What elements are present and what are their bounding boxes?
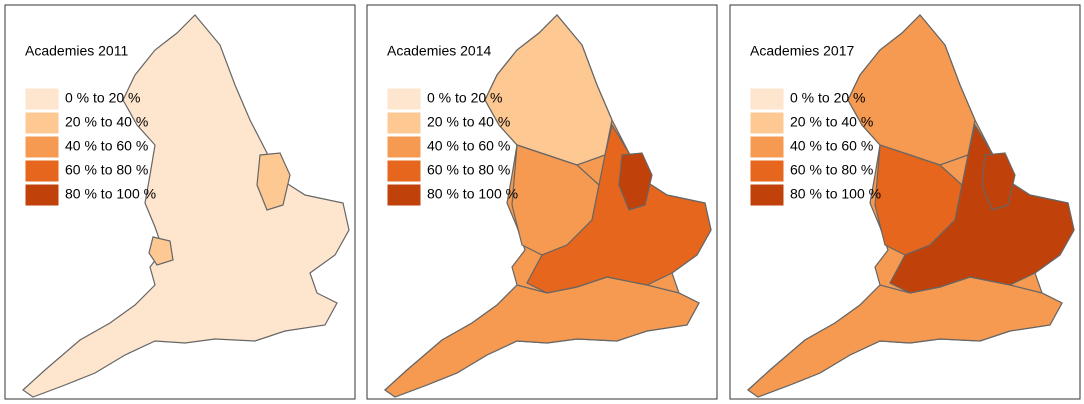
legend-label: 80 % to 100 % [790,186,881,202]
legend-label: 40 % to 60 % [427,138,510,154]
legend-label: 60 % to 80 % [65,162,148,178]
legend-swatch [749,87,785,111]
panel: Academies 2014 0 % to 20 % 20 % to 40 % 40… [366,4,718,400]
legend-label: 0 % to 20 % [427,90,503,106]
legend-swatch [386,135,422,159]
legend-swatch [24,159,60,183]
panel-title: Academies 2017 [750,43,855,59]
legend-label: 0 % to 20 % [790,90,866,106]
legend: 0 % to 20 % 20 % to 40 % 40 % to 60 % 60 % … [386,87,518,207]
panel-title: Academies 2011 [25,43,128,59]
legend-label: 20 % to 40 % [427,114,510,130]
legend-swatch [749,183,785,207]
legend-swatch [24,135,60,159]
legend-swatch [749,159,785,183]
legend-label: 20 % to 40 % [65,114,148,130]
legend-label: 60 % to 80 % [427,162,510,178]
legend-swatch [24,87,60,111]
legend-swatch [24,183,60,207]
panel: Academies 2011 0 % to 20 % 20 % to 40 % 40… [4,4,356,400]
legend-swatch [749,111,785,135]
legend-swatch [386,159,422,183]
legend-swatch [749,135,785,159]
legend-label: 0 % to 20 % [65,90,141,106]
panel-title: Academies 2014 [387,43,492,59]
legend-swatch [386,183,422,207]
legend: 0 % to 20 % 20 % to 40 % 40 % to 60 % 60 % … [749,87,881,207]
panel: Academies 2017 0 % to 20 % 20 % to 40 % 40… [729,4,1081,400]
legend-label: 80 % to 100 % [427,186,518,202]
legend-label: 40 % to 60 % [65,138,148,154]
legend-label: 20 % to 40 % [790,114,873,130]
legend: 0 % to 20 % 20 % to 40 % 40 % to 60 % 60 % … [24,87,156,207]
legend-label: 80 % to 100 % [65,186,156,202]
legend-swatch [24,111,60,135]
legend-label: 60 % to 80 % [790,162,873,178]
legend-swatch [386,111,422,135]
legend-label: 40 % to 60 % [790,138,873,154]
legend-swatch [386,87,422,111]
